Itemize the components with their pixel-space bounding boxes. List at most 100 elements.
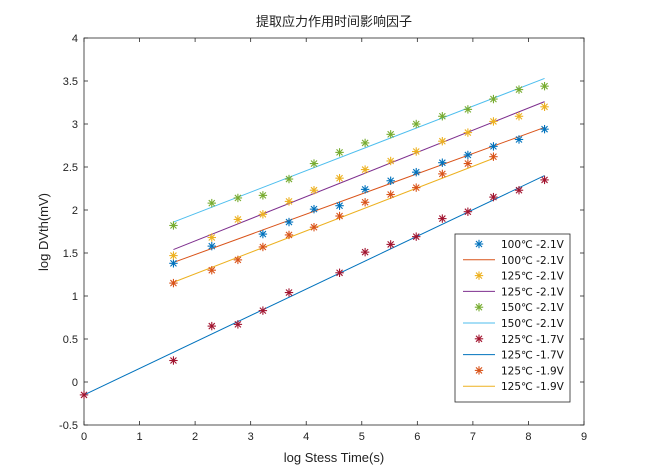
legend-label: 125℃ -2.1V	[501, 271, 565, 283]
legend-item: 125℃ -1.9V	[463, 381, 565, 393]
legend-item: 150℃ -2.1V	[474, 302, 565, 314]
data-point	[438, 137, 447, 146]
data-point	[463, 105, 473, 114]
data-point	[540, 102, 549, 111]
y-tick-label: 2	[72, 205, 78, 217]
x-tick-label: 8	[525, 431, 531, 443]
legend-marker	[474, 239, 484, 249]
data-point	[438, 214, 447, 223]
data-point	[233, 193, 243, 203]
data-point	[258, 229, 268, 239]
legend-label: 125℃ -1.9V	[501, 381, 565, 393]
data-point	[233, 255, 243, 265]
x-tick-label: 5	[359, 431, 365, 443]
data-point	[360, 185, 370, 194]
y-tick-label: 3.5	[63, 76, 78, 88]
data-point	[386, 190, 395, 199]
data-point	[514, 186, 524, 195]
legend-item: 125℃ -1.9V	[474, 365, 565, 377]
y-tick-label: 4	[72, 33, 78, 45]
data-point	[169, 251, 178, 260]
x-axis-label: log Stess Time(s)	[284, 450, 384, 465]
data-point	[335, 148, 344, 157]
data-point	[233, 215, 243, 224]
data-point	[284, 230, 294, 240]
data-point	[540, 175, 549, 185]
data-point	[284, 217, 294, 227]
x-tick-label: 6	[414, 431, 420, 443]
data-point	[489, 192, 498, 202]
legend-label: 125℃ -1.9V	[501, 365, 565, 377]
data-point	[438, 158, 447, 167]
data-point	[438, 169, 447, 179]
y-tick-label: 3	[72, 119, 78, 131]
data-point	[258, 210, 268, 219]
y-tick-label: 0	[72, 377, 78, 389]
x-tick-label: 1	[136, 431, 142, 443]
data-point	[284, 174, 294, 184]
data-point	[258, 306, 268, 315]
data-point	[360, 198, 370, 207]
y-tick-label: 1	[72, 291, 78, 303]
data-point	[540, 124, 549, 134]
data-point	[386, 130, 395, 139]
data-point	[489, 94, 498, 104]
x-tick-label: 2	[192, 431, 198, 443]
data-point	[335, 173, 344, 183]
data-point	[463, 159, 473, 168]
data-point	[309, 186, 319, 195]
data-point	[207, 266, 216, 275]
data-point	[335, 201, 344, 210]
data-point	[207, 198, 216, 208]
legend-label: 150℃ -2.1V	[501, 302, 565, 314]
data-point	[489, 152, 498, 161]
data-point	[360, 247, 370, 257]
legend-label: 125℃ -1.7V	[501, 334, 565, 346]
legend-item: 100℃ -2.1V	[463, 255, 565, 267]
x-tick-label: 0	[81, 431, 87, 443]
data-point	[169, 221, 178, 230]
data-point	[169, 278, 178, 288]
data-point	[309, 204, 319, 214]
data-point	[360, 138, 370, 148]
data-point	[335, 268, 344, 277]
x-tick-label: 4	[303, 431, 309, 443]
fit-line	[173, 126, 545, 263]
x-tick-label: 7	[470, 431, 476, 443]
x-tick-label: 3	[248, 431, 254, 443]
legend-marker	[474, 271, 484, 280]
legend: 100℃ -2.1V 100℃ -2.1V 125℃ -2.1V 125℃ -2.1V…	[454, 233, 571, 403]
data-point	[258, 242, 268, 252]
legend-marker	[474, 303, 484, 312]
data-point	[540, 81, 549, 91]
data-point	[412, 232, 421, 241]
data-point	[233, 320, 243, 329]
data-point	[463, 128, 473, 137]
y-axis-label: log DVth(mV)	[36, 193, 51, 271]
y-tick-label: 1.5	[63, 248, 78, 260]
legend-item: 150℃ -2.1V	[463, 318, 565, 330]
legend-label: 150℃ -2.1V	[501, 318, 565, 330]
data-point	[489, 142, 498, 151]
fit-line	[173, 157, 494, 283]
data-point	[207, 321, 216, 331]
data-marks	[79, 77, 549, 400]
legend-label: 125℃ -2.1V	[501, 286, 565, 298]
data-point	[169, 356, 178, 365]
data-point	[412, 119, 421, 129]
legend-item: 100℃ -2.1V	[474, 239, 565, 251]
data-point	[335, 211, 344, 221]
legend-marker	[474, 366, 484, 375]
data-point	[360, 165, 370, 174]
x-tick-label: 9	[581, 431, 587, 443]
legend-item: 125℃ -2.1V	[474, 271, 565, 283]
data-point	[412, 167, 421, 177]
y-tick-label: 2.5	[63, 162, 78, 174]
legend-item: 125℃ -1.7V	[463, 350, 565, 362]
y-tick-label: 0.5	[63, 334, 78, 346]
data-point	[438, 112, 447, 121]
data-point	[386, 156, 395, 166]
data-point	[207, 241, 216, 251]
data-point	[258, 191, 268, 200]
